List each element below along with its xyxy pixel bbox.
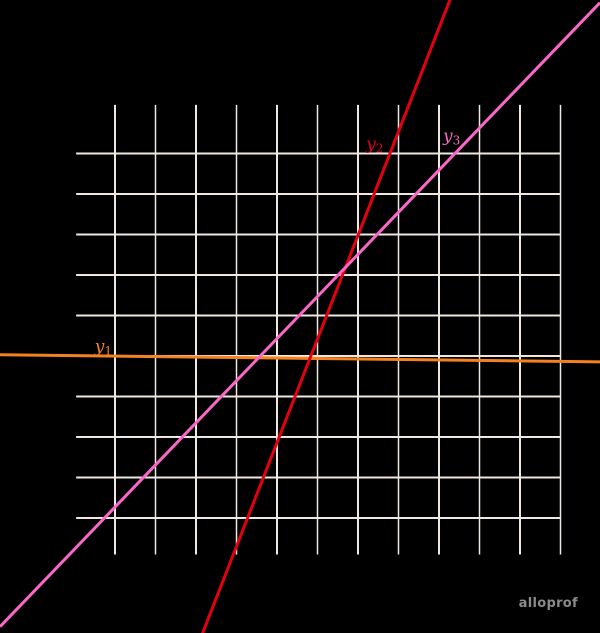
series-label-y2: y2: [365, 134, 383, 155]
series-label-y3: y3: [442, 126, 460, 147]
series-label-y1: y1: [94, 337, 112, 358]
series-line-y1: [0, 353, 600, 364]
alloprof-watermark: alloprof: [518, 596, 578, 611]
series-labels: y1 y2 y3: [94, 126, 461, 358]
grid: [76, 104, 562, 555]
